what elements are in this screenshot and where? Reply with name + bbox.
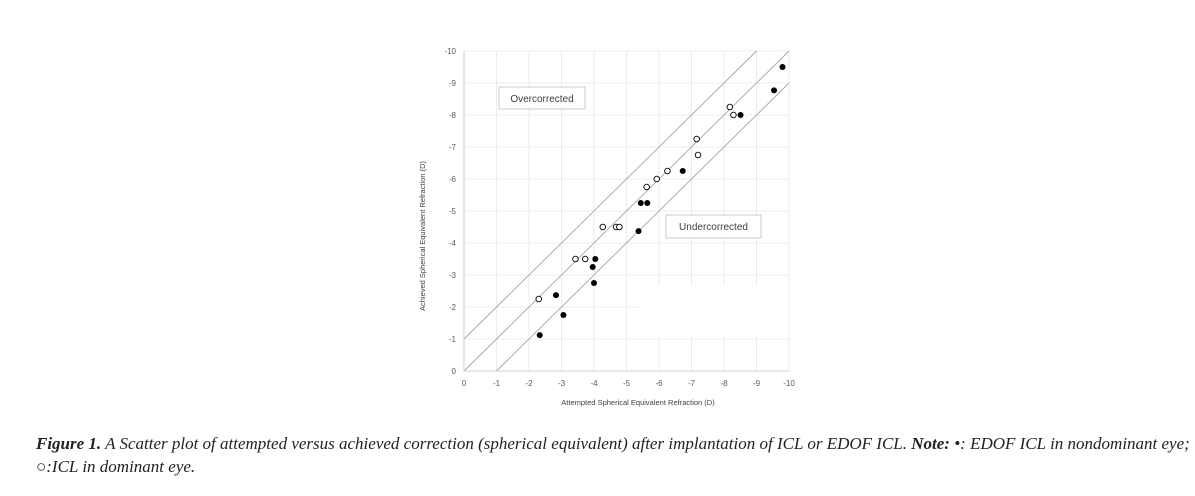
data-point-filled xyxy=(552,292,559,299)
data-point-open xyxy=(693,135,700,143)
data-point-filled xyxy=(737,112,744,118)
y-tick-label: -5 xyxy=(449,207,457,216)
y-tick-label: -8 xyxy=(449,111,457,120)
undercorrected-box: Undercorrected xyxy=(665,214,762,239)
data-point-filled xyxy=(679,168,686,174)
data-point-open xyxy=(664,167,671,175)
undercorrected-label: Undercorrected xyxy=(679,222,748,233)
data-point-filled xyxy=(771,87,778,94)
x-tick-label: -5 xyxy=(623,379,631,388)
x-tick-label: -3 xyxy=(558,379,566,388)
data-point-open xyxy=(535,295,543,303)
caption-note-text: •: EDOF ICL in nondominant eye; ○:ICL in… xyxy=(36,434,1190,476)
reference-line xyxy=(463,50,790,372)
x-tick-label: 0 xyxy=(462,379,467,388)
x-tick-label: -9 xyxy=(753,379,761,388)
data-point-open xyxy=(643,183,650,191)
data-point-filled xyxy=(592,256,599,262)
x-tick-label: -2 xyxy=(525,379,533,388)
y-tick-label: 0 xyxy=(452,367,457,376)
y-tick-label: -9 xyxy=(449,79,457,88)
y-tick-label: -2 xyxy=(449,303,457,312)
x-tick-label: -7 xyxy=(688,379,696,388)
x-tick-label: -4 xyxy=(590,379,598,388)
data-point-open xyxy=(581,255,589,263)
y-tick-label: -6 xyxy=(449,175,457,184)
data-point-filled xyxy=(589,264,596,270)
y-axis-title: Achieved Spherical Equivalent Refraction… xyxy=(418,160,427,311)
data-point-filled xyxy=(635,228,642,235)
x-tick-label: -8 xyxy=(720,379,728,388)
y-tick-label: -7 xyxy=(449,143,457,152)
y-tick-label: -4 xyxy=(449,239,457,248)
data-point-open xyxy=(572,255,579,263)
data-point-open xyxy=(730,111,737,119)
data-point-filled xyxy=(637,200,644,206)
data-point-open xyxy=(694,151,702,159)
overcorrected-label: Overcorrected xyxy=(510,94,573,105)
x-tick-label: -6 xyxy=(655,379,663,388)
data-point-open xyxy=(726,103,734,111)
data-point-open xyxy=(653,175,660,183)
reference-line xyxy=(463,50,757,340)
data-point-filled xyxy=(644,200,651,206)
x-tick-label: -1 xyxy=(493,379,501,388)
y-tick-label: -3 xyxy=(449,271,457,280)
scatter-chart: 0 -1 -2 -3 -4 -5 -6 -7 -8 -9 -10 0 -1 -2 -3 -4 -5 -6 -7 -8… xyxy=(418,47,796,407)
data-point-filled xyxy=(536,332,543,339)
caption-text: A Scatter plot of attempted versus achie… xyxy=(101,434,912,453)
caption-label: Figure 1. xyxy=(36,434,102,453)
x-axis-title: Attempted Spherical Equivalent Refractio… xyxy=(561,398,715,407)
x-tick-labels: 0 -1 -2 -3 -4 -5 -6 -7 -8 -9 -10 xyxy=(462,379,796,388)
reference-lines xyxy=(463,50,790,372)
figure-caption: Figure 1. A Scatter plot of attempted ve… xyxy=(36,432,1191,478)
data-points xyxy=(535,64,786,339)
reference-line xyxy=(496,82,790,372)
y-tick-label: -10 xyxy=(444,47,456,56)
data-point-filled xyxy=(591,280,597,286)
data-point-filled xyxy=(560,312,567,318)
x-tick-label: -10 xyxy=(783,379,795,388)
data-point-open xyxy=(616,223,623,231)
caption-note-label: Note: xyxy=(911,434,950,453)
blank-patch xyxy=(641,285,789,337)
overcorrected-box: Overcorrected xyxy=(498,86,586,110)
data-point-open xyxy=(599,223,607,231)
y-tick-label: -1 xyxy=(449,335,457,344)
data-point-filled xyxy=(779,64,786,70)
y-tick-labels: 0 -1 -2 -3 -4 -5 -6 -7 -8 -9 -10 xyxy=(444,47,456,376)
